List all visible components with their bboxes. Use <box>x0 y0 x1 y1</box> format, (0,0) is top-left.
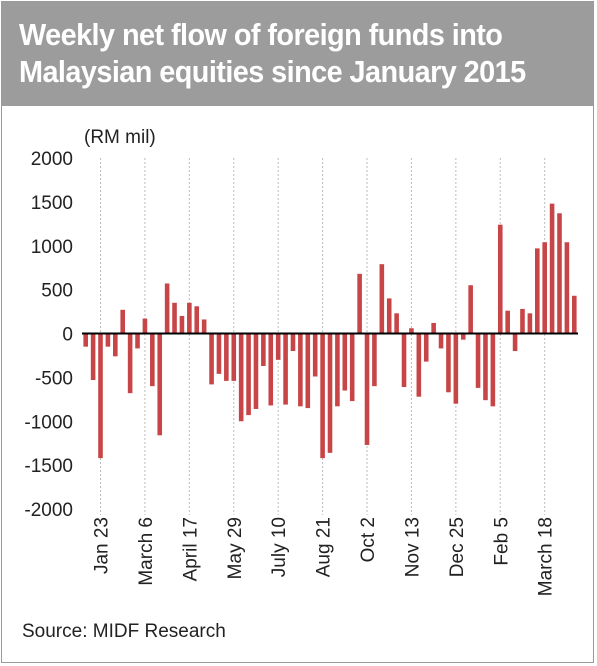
bar <box>142 318 148 334</box>
bar <box>527 313 533 334</box>
bar <box>98 333 103 459</box>
bar <box>157 333 163 436</box>
bar <box>275 333 281 360</box>
title-bar: Weekly net flow of foreign funds into Ma… <box>2 2 593 106</box>
x-tick-label: April 17 <box>180 517 201 581</box>
bar <box>83 333 88 347</box>
x-tick-label: Aug 21 <box>314 517 335 577</box>
bar <box>268 333 274 406</box>
bar <box>364 333 370 445</box>
y-tick-label: 2000 <box>31 149 73 170</box>
y-tick-label: -500 <box>35 368 73 389</box>
bar <box>490 333 496 407</box>
bar <box>253 333 259 409</box>
chart-title-line-2: Malaysian equities since January 2015 <box>19 54 526 89</box>
bar <box>238 333 244 422</box>
y-tick-label: 1500 <box>31 193 73 214</box>
bar <box>534 248 540 334</box>
bar <box>216 333 222 374</box>
bar <box>416 333 422 397</box>
bar <box>320 333 325 459</box>
bar <box>423 333 429 362</box>
bar <box>438 333 444 349</box>
y-tick-label: -2000 <box>24 500 73 521</box>
x-tick-label: Feb 5 <box>491 517 512 566</box>
bar <box>475 333 481 388</box>
chart-title: Weekly net flow of foreign funds into Ma… <box>19 16 596 90</box>
bar <box>231 333 237 381</box>
bar <box>386 298 392 334</box>
bar <box>549 203 555 334</box>
x-tick-label: July 10 <box>269 517 290 577</box>
x-tick-label: Oct 2 <box>358 517 379 562</box>
bar <box>557 213 562 334</box>
bar <box>201 319 207 334</box>
bar <box>483 333 488 401</box>
bar <box>357 273 362 334</box>
y-tick-label: 1000 <box>31 237 73 258</box>
bar <box>453 333 459 404</box>
bar <box>179 315 185 334</box>
bar <box>542 242 547 334</box>
bar <box>468 285 473 334</box>
source-note: Source: MIDF Research <box>22 621 226 642</box>
bar <box>505 310 510 334</box>
axis-layer: 2000 1500 1000 500 0 -500 -1000 -1500 -2000 Jan 2… <box>24 149 578 596</box>
bar <box>394 313 399 334</box>
bar <box>127 333 133 394</box>
x-tick-label: Nov 13 <box>402 517 423 577</box>
y-tick-label: 0 <box>62 325 73 346</box>
bar <box>512 333 518 352</box>
bar <box>572 295 577 334</box>
bar <box>409 328 414 334</box>
bar <box>105 333 111 347</box>
bar <box>298 333 303 407</box>
bar <box>246 333 251 416</box>
y-tick-label: 500 <box>41 281 73 302</box>
bars-layer <box>83 203 577 459</box>
bar <box>327 333 333 453</box>
bar <box>113 333 118 357</box>
bar <box>120 309 126 334</box>
bar <box>209 333 214 385</box>
x-tick-label: Jan 23 <box>92 517 113 574</box>
bar <box>172 302 177 334</box>
x-tick-label: May 29 <box>225 517 246 579</box>
bar <box>135 333 140 349</box>
bar <box>283 333 288 405</box>
bar <box>164 283 170 334</box>
bar <box>335 333 340 407</box>
bar <box>446 333 451 393</box>
bar <box>261 333 266 366</box>
bar <box>520 308 525 334</box>
bar <box>372 333 377 387</box>
bar <box>150 333 155 387</box>
bar <box>431 322 436 334</box>
bar <box>224 333 229 381</box>
chart-title-line-1: Weekly net flow of foreign funds into <box>19 17 503 52</box>
bar <box>312 333 318 377</box>
bar <box>497 224 503 334</box>
y-axis-label: (RM mil) <box>84 127 156 148</box>
bar <box>460 333 466 340</box>
bar <box>290 333 296 352</box>
bar <box>564 242 570 334</box>
x-tick-label: March 6 <box>136 517 157 586</box>
bar <box>194 306 200 334</box>
bar <box>90 333 96 381</box>
bar <box>342 333 348 391</box>
bar <box>349 333 355 402</box>
bar <box>379 264 385 334</box>
bar <box>187 302 192 334</box>
bar <box>305 333 311 409</box>
y-tick-label: -1500 <box>24 456 73 477</box>
bar <box>401 333 407 388</box>
x-tick-label: March 18 <box>536 517 557 596</box>
x-tick-label: Dec 25 <box>447 517 468 577</box>
y-tick-label: -1000 <box>24 412 73 433</box>
